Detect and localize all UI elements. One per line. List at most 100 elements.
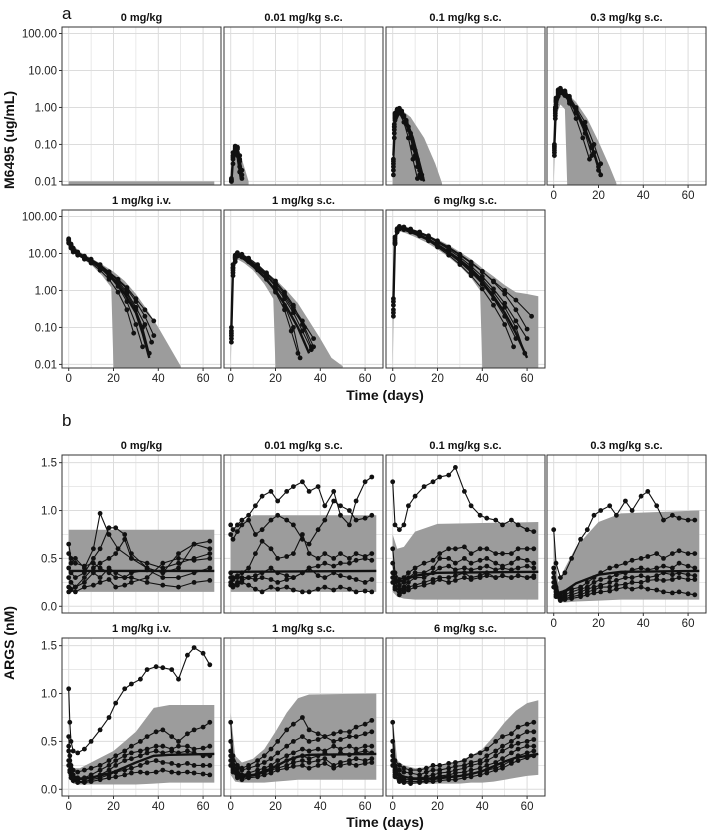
data-point [67, 719, 73, 725]
facet-title: 0.1 mg/kg s.c. [429, 12, 501, 24]
data-point [185, 743, 190, 749]
data-point [524, 729, 530, 735]
data-point [200, 745, 206, 751]
data-point [275, 498, 281, 504]
data-point [113, 763, 119, 768]
data-point [614, 512, 619, 518]
data-point [569, 596, 574, 601]
data-point [268, 770, 274, 776]
data-point [437, 565, 443, 571]
data-point [392, 112, 398, 117]
y-tick-label: 10.00 [28, 65, 57, 77]
data-point [685, 517, 691, 523]
data-point [239, 517, 245, 523]
y-tick-label: 0.01 [35, 359, 57, 371]
data-point [692, 565, 698, 571]
data-point [66, 541, 72, 547]
data-point [160, 743, 166, 749]
median-line [391, 570, 539, 584]
data-point [106, 565, 112, 571]
data-point [524, 739, 530, 744]
data-point [421, 484, 427, 489]
data-point [692, 577, 698, 582]
data-point [369, 557, 375, 563]
data-point [122, 686, 128, 692]
data-point [392, 774, 398, 780]
data-point [654, 587, 660, 593]
prediction-interval-band [392, 226, 539, 368]
data-point [477, 765, 483, 771]
data-point [191, 727, 197, 733]
data-point [493, 748, 499, 754]
data-point [493, 560, 499, 566]
data-point [207, 763, 213, 768]
grid [224, 27, 383, 185]
data-point [446, 575, 452, 580]
data-point [306, 541, 312, 547]
data-point [338, 737, 343, 742]
data-point [629, 580, 635, 585]
data-point [300, 734, 305, 739]
data-point [369, 512, 375, 518]
x-tick-label: 20 [592, 618, 605, 630]
data-point [268, 489, 274, 494]
data-point [268, 577, 274, 582]
data-point [113, 551, 119, 556]
data-point [524, 743, 530, 749]
data-point [562, 597, 568, 602]
data-point [362, 761, 368, 766]
data-point [207, 565, 213, 571]
data-point [391, 158, 396, 164]
data-point [531, 748, 537, 754]
median-line [230, 148, 242, 182]
data-point [315, 731, 321, 737]
data-point [200, 724, 206, 730]
facet-0-0: 0 mg/kg 0.01 0.10 1.00 10.00 100.00 [22, 12, 222, 188]
data-point [207, 662, 213, 668]
data-point [129, 765, 134, 771]
data-point [191, 746, 197, 752]
data-point [391, 172, 396, 178]
data-point [239, 580, 245, 585]
data-point [253, 586, 258, 592]
data-point [282, 293, 287, 299]
data-point [515, 740, 521, 746]
data-point [524, 546, 530, 552]
data-point [176, 584, 181, 590]
data-point [255, 763, 260, 768]
data-point [273, 282, 278, 288]
data-point [291, 763, 296, 769]
data-point [477, 772, 483, 778]
data-point [369, 551, 375, 556]
data-point [106, 767, 112, 773]
data-point [284, 743, 290, 749]
data-point [291, 484, 296, 489]
data-point [97, 763, 103, 768]
data-point [97, 580, 103, 585]
data-point [468, 551, 474, 556]
data-point [144, 580, 150, 585]
facet-title: 0.3 mg/kg s.c. [590, 12, 662, 24]
facet-title: 1 mg/kg i.v. [112, 623, 171, 635]
data-point [207, 772, 213, 778]
data-point [430, 779, 436, 784]
data-point [391, 313, 396, 319]
data-point [551, 565, 557, 571]
data-point [82, 780, 87, 785]
data-point [676, 515, 682, 521]
plot-content [390, 700, 539, 786]
data-point [446, 546, 452, 552]
data-point [207, 743, 213, 749]
data-point [68, 739, 74, 744]
data-point [275, 750, 281, 756]
data-point [331, 739, 337, 744]
data-point [515, 573, 521, 579]
data-point [291, 325, 296, 330]
median-line [391, 752, 539, 780]
data-point [392, 586, 398, 592]
data-point [468, 567, 474, 573]
facet-1-4: 1 mg/kg i.v. 0.0 0.5 1.0 1.5 0 20 40 60 [41, 623, 222, 813]
x-tick-label: 40 [152, 801, 165, 813]
data-point [412, 493, 418, 499]
data-point [176, 770, 181, 776]
